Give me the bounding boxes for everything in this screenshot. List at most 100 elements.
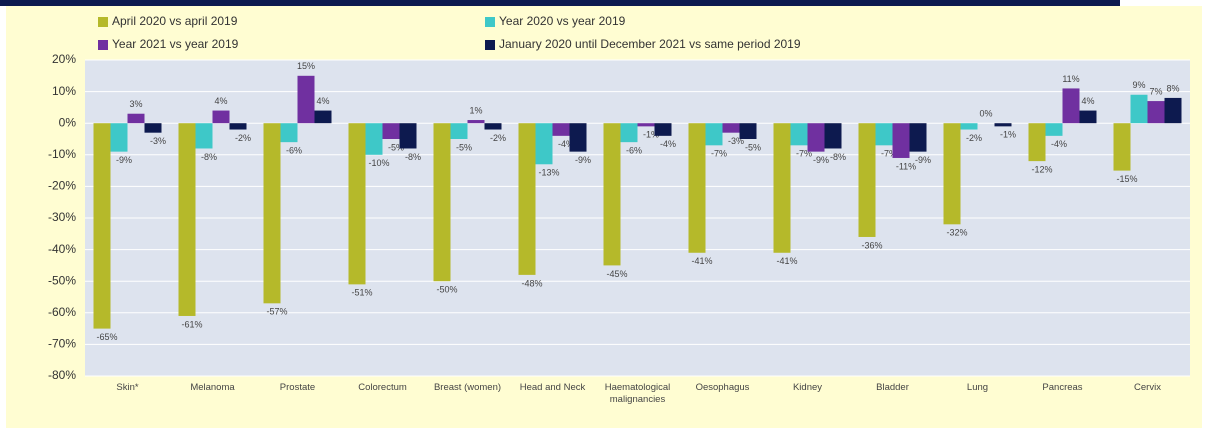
value-label: 15% [297,61,315,71]
x-tick-label: Cervix [1134,382,1161,393]
value-label: 9% [1132,80,1145,90]
bar [552,123,570,136]
y-tick-label: 10% [52,84,76,98]
legend-label: April 2020 vs april 2019 [112,14,238,28]
x-label-box: Oesophagus [696,382,750,393]
bar [433,123,451,282]
value-label: -11% [896,161,916,171]
bar [382,123,400,139]
value-label: -7% [881,149,897,159]
x-tick-label: Kidney [792,382,823,393]
value-label: -13% [538,168,559,178]
x-tick-label: Melanoma [190,382,235,393]
bar [314,110,332,124]
value-label: 4% [316,96,329,106]
x-label-box: Bladder [876,382,909,393]
bar [127,113,145,124]
value-label: 8% [1166,83,1179,93]
value-label: -6% [286,146,302,156]
x-tick-label: Lung [966,382,989,393]
value-label: -48% [521,278,542,288]
bar [858,123,876,237]
x-label-box: Lung [966,382,989,393]
bar [688,123,706,253]
legend-swatch [98,40,108,50]
bar [637,123,655,127]
bar [144,123,162,133]
x-label-box: Skin* [116,382,139,393]
bar [824,123,842,149]
value-label: -8% [405,152,421,162]
value-label: -9% [116,155,132,165]
value-label: -57% [266,307,287,317]
bar [1062,88,1080,124]
value-label: 7% [1149,86,1162,96]
bar [1045,123,1063,136]
value-label: 0% [979,109,992,119]
x-tick-label: Head and Neck [519,382,586,393]
bar [1147,101,1165,124]
bar [960,123,978,130]
legend-swatch [485,40,495,50]
bar [807,123,825,152]
value-label: -8% [201,152,217,162]
value-label: -8% [830,152,846,162]
value-label: -5% [388,142,404,152]
y-tick-label: -10% [48,147,76,161]
bar [110,123,128,152]
x-tick-label: Skin* [116,382,139,393]
bar [722,123,740,133]
y-tick-label: -30% [48,210,76,224]
x-label-box: Haematological malignancies [604,382,671,405]
x-label-box: Head and Neck [519,382,586,393]
bar [93,123,111,329]
bar [773,123,791,253]
value-label: -2% [490,133,506,143]
x-label-box: Kidney [792,382,823,393]
value-label: -9% [575,155,591,165]
bar [178,123,196,316]
x-label-box: Pancreas [1042,382,1082,393]
bar [1130,94,1148,124]
bar [297,75,315,124]
top-band [0,0,1120,6]
bar [790,123,808,146]
value-label: -41% [776,256,797,266]
bar [348,123,366,285]
bar [569,123,587,152]
value-label: -15% [1116,174,1137,184]
value-label: -36% [861,240,882,250]
x-label-box: Breast (women) [433,382,502,393]
x-tick-label: Haematological malignancies [604,382,671,405]
legend-swatch [98,17,108,27]
bar [229,123,247,130]
value-label: -2% [235,133,251,143]
value-label: -3% [728,136,744,146]
bar [892,123,910,158]
value-label: 4% [1081,96,1094,106]
bar [365,123,383,155]
x-label-box: Prostate [280,382,315,393]
bar [263,123,281,304]
bar [994,123,1012,127]
bar [739,123,757,139]
bar [518,123,536,275]
value-label: -51% [351,288,372,298]
y-tick-label: -60% [48,305,76,319]
value-label: -61% [181,319,202,329]
legend-label: January 2020 until December 2021 vs same… [499,37,801,51]
x-label-box: Colorectum [358,382,407,393]
bar [654,123,672,136]
bar [1113,123,1131,171]
y-tick-label: -80% [48,368,76,382]
bar [399,123,417,149]
bar [909,123,927,152]
bar [603,123,621,266]
y-tick-label: -70% [48,337,76,351]
bar [280,123,298,143]
value-label: -2% [966,133,982,143]
x-tick-label: Breast (women) [433,382,502,393]
value-label: -3% [150,136,166,146]
bar [195,123,213,149]
